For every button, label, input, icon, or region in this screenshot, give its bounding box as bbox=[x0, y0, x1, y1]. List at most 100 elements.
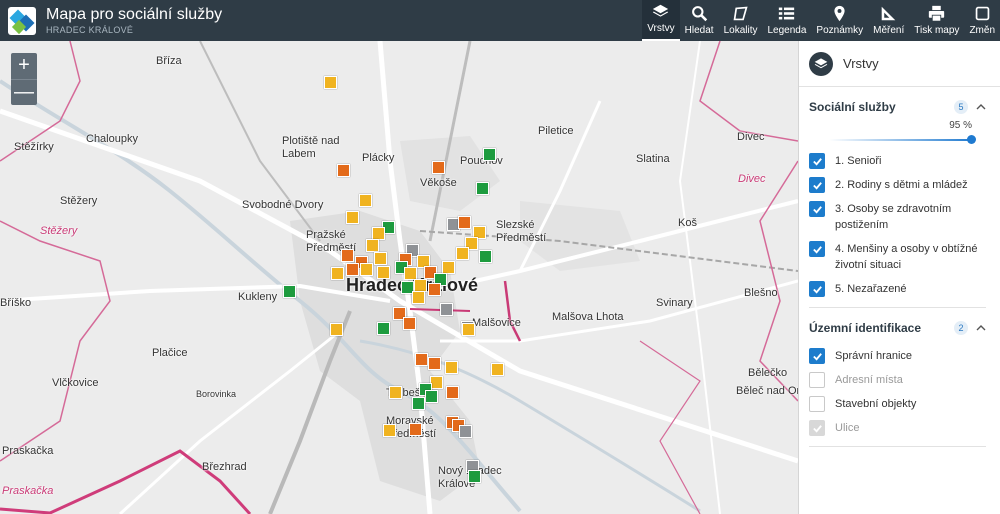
measure-icon bbox=[881, 6, 896, 21]
slider-track[interactable] bbox=[829, 139, 974, 141]
zoom-in-button[interactable]: + bbox=[18, 54, 30, 76]
tool-notes-button[interactable]: Poznámky bbox=[811, 0, 868, 41]
layer-item-disabled-persons[interactable]: 3. Osoby se zdravotním postižením bbox=[809, 197, 986, 237]
layer-label: Adresní místa bbox=[835, 374, 903, 386]
layer-item-address-points[interactable]: Adresní místa bbox=[809, 368, 986, 392]
checkbox[interactable] bbox=[809, 348, 825, 364]
checkbox[interactable] bbox=[809, 372, 825, 388]
tool-measure-button[interactable]: Měření bbox=[868, 0, 909, 41]
service-marker[interactable] bbox=[359, 194, 372, 207]
service-marker[interactable] bbox=[428, 357, 441, 370]
layer-item-minorities[interactable]: 4. Menšiny a osoby v obtížné životní sit… bbox=[809, 237, 986, 277]
map-canvas[interactable]: Bříza Chaloupky Plotiště nad Labem Pláck… bbox=[0, 41, 798, 514]
service-marker[interactable] bbox=[415, 353, 428, 366]
service-marker[interactable] bbox=[404, 267, 417, 280]
service-marker[interactable] bbox=[476, 182, 489, 195]
place-label: Koš bbox=[678, 217, 697, 229]
checkbox[interactable] bbox=[809, 201, 825, 217]
service-marker[interactable] bbox=[389, 386, 402, 399]
chevron-up-icon[interactable] bbox=[976, 102, 986, 112]
print-icon bbox=[929, 5, 945, 22]
service-marker[interactable] bbox=[424, 266, 437, 279]
service-marker[interactable] bbox=[366, 239, 379, 252]
service-marker[interactable] bbox=[456, 247, 469, 260]
place-label: Borovinka bbox=[196, 389, 237, 399]
checkbox[interactable] bbox=[809, 420, 825, 436]
tool-layers-label: Vrstvy bbox=[647, 23, 675, 34]
service-marker[interactable] bbox=[430, 376, 443, 389]
zoom-out-button[interactable]: — bbox=[11, 79, 37, 105]
tool-change-button[interactable]: Změn bbox=[964, 0, 1000, 41]
service-marker[interactable] bbox=[383, 424, 396, 437]
service-marker[interactable] bbox=[432, 161, 445, 174]
layer-label: Stavební objekty bbox=[835, 398, 917, 410]
service-marker[interactable] bbox=[283, 285, 296, 298]
tool-search-button[interactable]: Hledat bbox=[680, 0, 719, 41]
service-marker[interactable] bbox=[445, 361, 458, 374]
service-marker[interactable] bbox=[346, 211, 359, 224]
service-marker[interactable] bbox=[428, 283, 441, 296]
layer-item-families[interactable]: 2. Rodiny s dětmi a mládež bbox=[809, 173, 986, 197]
service-marker[interactable] bbox=[324, 76, 337, 89]
service-marker[interactable] bbox=[440, 303, 453, 316]
service-marker[interactable] bbox=[341, 249, 354, 262]
service-marker[interactable] bbox=[412, 397, 425, 410]
service-marker[interactable] bbox=[377, 266, 390, 279]
opacity-slider[interactable]: 95 % bbox=[809, 120, 986, 149]
service-marker[interactable] bbox=[412, 291, 425, 304]
place-label: Svinary bbox=[656, 297, 693, 309]
place-label: Slezské Předměstí bbox=[496, 219, 547, 244]
tool-print-button[interactable]: Tisk mapy bbox=[909, 0, 964, 41]
service-marker[interactable] bbox=[442, 261, 455, 274]
place-label: Věkoše bbox=[420, 177, 457, 189]
layer-item-buildings[interactable]: Stavební objekty bbox=[809, 392, 986, 416]
section-header[interactable]: Sociální služby 5 bbox=[809, 91, 986, 123]
slider-handle[interactable] bbox=[967, 135, 976, 144]
layer-item-unclassified[interactable]: 5. Nezařazené bbox=[809, 277, 986, 301]
tool-legend-button[interactable]: Legenda bbox=[762, 0, 811, 41]
layer-item-admin-boundaries[interactable]: Správní hranice bbox=[809, 344, 986, 368]
service-marker[interactable] bbox=[468, 470, 481, 483]
chevron-up-icon[interactable] bbox=[976, 323, 986, 333]
tool-layers-button[interactable]: Vrstvy bbox=[642, 0, 680, 41]
service-marker[interactable] bbox=[360, 263, 373, 276]
service-marker[interactable] bbox=[346, 263, 359, 276]
service-marker[interactable] bbox=[393, 307, 406, 320]
service-marker[interactable] bbox=[473, 226, 486, 239]
app-logo[interactable] bbox=[8, 6, 36, 35]
layer-label: 1. Senioři bbox=[835, 155, 882, 167]
checkbox[interactable] bbox=[809, 396, 825, 412]
service-marker[interactable] bbox=[331, 267, 344, 280]
check-icon bbox=[812, 424, 822, 433]
service-marker[interactable] bbox=[403, 317, 416, 330]
checkbox[interactable] bbox=[809, 153, 825, 169]
service-marker[interactable] bbox=[425, 390, 438, 403]
service-marker[interactable] bbox=[446, 386, 459, 399]
layer-item-seniors[interactable]: 1. Senioři bbox=[809, 149, 986, 173]
checkbox[interactable] bbox=[809, 241, 825, 257]
place-label: Stěžírky bbox=[14, 141, 54, 153]
service-marker[interactable] bbox=[377, 322, 390, 335]
service-marker[interactable] bbox=[401, 281, 414, 294]
service-marker[interactable] bbox=[491, 363, 504, 376]
checkbox[interactable] bbox=[809, 177, 825, 193]
legend-icon bbox=[779, 7, 795, 20]
tool-localities-button[interactable]: Lokality bbox=[719, 0, 763, 41]
section-header[interactable]: Územní identifikace 2 bbox=[809, 312, 986, 344]
place-label: Svobodné Dvory bbox=[242, 199, 324, 211]
service-marker[interactable] bbox=[458, 216, 471, 229]
app-subtitle: HRADEC KRÁLOVÉ bbox=[46, 24, 134, 35]
service-marker[interactable] bbox=[409, 423, 422, 436]
service-marker[interactable] bbox=[374, 252, 387, 265]
service-marker[interactable] bbox=[465, 237, 478, 250]
service-marker[interactable] bbox=[330, 323, 343, 336]
checkbox[interactable] bbox=[809, 281, 825, 297]
service-marker[interactable] bbox=[417, 255, 430, 268]
service-marker[interactable] bbox=[462, 323, 475, 336]
service-marker[interactable] bbox=[483, 148, 496, 161]
service-marker[interactable] bbox=[337, 164, 350, 177]
app-header: Mapa pro sociální služby HRADEC KRÁLOVÉ … bbox=[0, 0, 1000, 41]
layer-item-streets[interactable]: Ulice bbox=[809, 416, 986, 440]
service-marker[interactable] bbox=[479, 250, 492, 263]
service-marker[interactable] bbox=[459, 425, 472, 438]
